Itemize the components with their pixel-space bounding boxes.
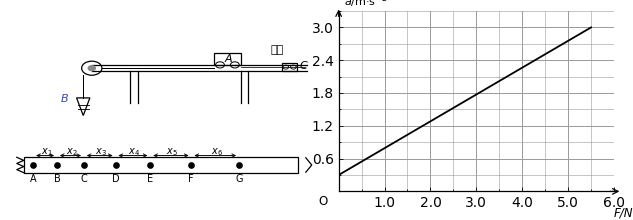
Text: A: A bbox=[30, 174, 37, 184]
Text: G: G bbox=[235, 174, 243, 184]
Text: 纸带: 纸带 bbox=[271, 45, 284, 55]
Text: C: C bbox=[81, 174, 87, 184]
Text: C: C bbox=[299, 61, 307, 71]
Text: B: B bbox=[61, 94, 68, 104]
Text: D: D bbox=[113, 174, 120, 184]
Bar bbox=[282, 63, 297, 71]
Text: $x_6$: $x_6$ bbox=[211, 146, 223, 158]
Text: $x_3$: $x_3$ bbox=[95, 146, 107, 158]
Text: F: F bbox=[189, 174, 194, 184]
Bar bbox=[215, 53, 241, 65]
Bar bbox=[24, 157, 298, 173]
Text: A: A bbox=[225, 54, 232, 64]
Text: E: E bbox=[147, 174, 153, 184]
Text: $x_1$: $x_1$ bbox=[41, 146, 53, 158]
Text: $x_5$: $x_5$ bbox=[166, 146, 179, 158]
Text: $a$/m·s$^{-2}$: $a$/m·s$^{-2}$ bbox=[344, 0, 387, 10]
Text: O: O bbox=[318, 195, 327, 208]
Text: $x_4$: $x_4$ bbox=[128, 146, 141, 158]
Text: B: B bbox=[54, 174, 61, 184]
Circle shape bbox=[88, 66, 96, 71]
Text: F/N: F/N bbox=[614, 207, 633, 220]
Text: $x_2$: $x_2$ bbox=[66, 146, 78, 158]
